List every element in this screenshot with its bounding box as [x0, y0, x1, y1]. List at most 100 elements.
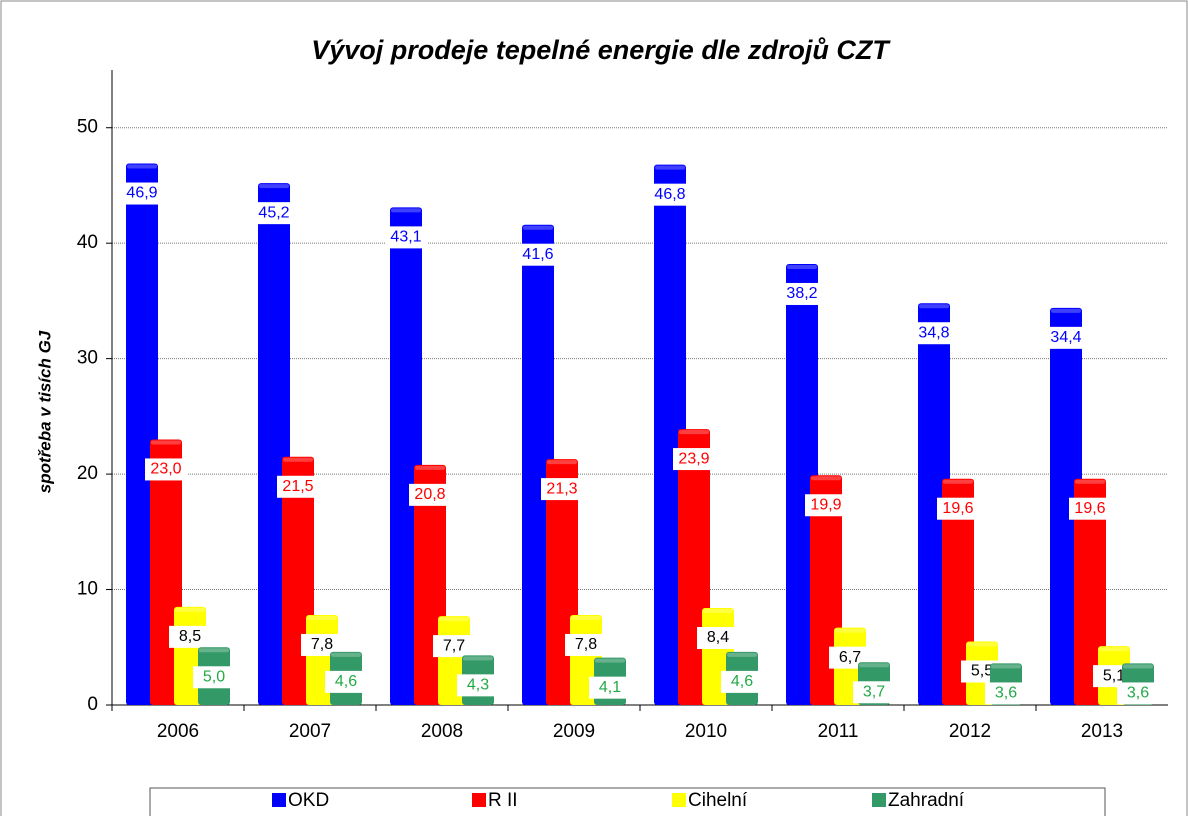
- bar-cap: [595, 658, 625, 663]
- bar-cap: [787, 264, 817, 269]
- x-tick-label: 2010: [685, 721, 727, 742]
- legend-label: OKD: [288, 790, 329, 811]
- value-label-box: [301, 633, 343, 656]
- value-label: 7,8: [311, 636, 333, 653]
- y-axis-label: spotřeba v tisích GJ: [35, 330, 54, 493]
- bar-cap: [331, 652, 361, 657]
- value-label-box: [145, 458, 187, 481]
- value-label-box: [649, 183, 691, 206]
- value-label-box: [121, 182, 163, 205]
- value-label: 41,6: [522, 246, 553, 263]
- bar-cap: [1099, 647, 1129, 652]
- value-label: 21,5: [282, 478, 313, 495]
- value-label-box: [985, 682, 1027, 705]
- value-label: 5,0: [203, 668, 225, 685]
- value-label-box: [1045, 326, 1087, 349]
- chart-title: Vývoj prodeje tepelné energie dle zdrojů…: [311, 35, 891, 65]
- bar: [1074, 478, 1106, 705]
- value-label-box: [721, 670, 763, 693]
- value-label-box: [805, 494, 847, 517]
- value-label-box: [937, 497, 979, 520]
- value-label: 3,6: [995, 685, 1017, 702]
- value-label: 43,1: [390, 229, 421, 246]
- y-tick-label: 40: [77, 232, 98, 253]
- value-label-box: [253, 202, 295, 225]
- value-label-box: [853, 681, 895, 704]
- bar-cap: [679, 430, 709, 435]
- value-label: 4,6: [731, 673, 753, 690]
- legend-swatch: [272, 793, 286, 807]
- value-label-box: [541, 478, 583, 501]
- bar-cap: [811, 476, 841, 481]
- bar-cap: [835, 628, 865, 633]
- value-label: 8,5: [179, 628, 201, 645]
- value-label: 34,4: [1050, 329, 1081, 346]
- legend-swatch: [472, 793, 486, 807]
- value-label: 7,8: [575, 636, 597, 653]
- x-tick-label: 2012: [949, 721, 991, 742]
- bar-cap: [991, 664, 1021, 669]
- value-label-box: [565, 633, 607, 656]
- value-label-box: [385, 226, 427, 249]
- bar-cap: [127, 164, 157, 169]
- value-label: 4,6: [335, 673, 357, 690]
- x-tick-label: 2008: [421, 721, 463, 742]
- value-label: 23,0: [150, 461, 181, 478]
- x-tick-label: 2011: [818, 721, 859, 742]
- legend-swatch: [872, 793, 886, 807]
- value-label: 4,1: [599, 679, 621, 696]
- value-label-box: [169, 625, 211, 648]
- y-tick-label: 30: [77, 348, 98, 369]
- value-label: 5,5: [971, 663, 993, 680]
- y-tick-label: 50: [77, 117, 98, 138]
- value-label: 45,2: [258, 204, 289, 221]
- value-label: 19,9: [810, 496, 841, 513]
- value-label-box: [517, 243, 559, 266]
- bar-cap: [727, 652, 757, 657]
- y-tick-label: 0: [87, 694, 98, 715]
- bar-cap: [1075, 479, 1105, 484]
- value-label-box: [1117, 682, 1159, 705]
- value-label-box: [457, 674, 499, 697]
- legend-swatch: [672, 793, 686, 807]
- value-label-box: [433, 635, 475, 658]
- legend-label: R II: [488, 790, 518, 811]
- x-tick-label: 2009: [553, 721, 595, 742]
- bar-cap: [175, 607, 205, 612]
- value-label-box: [277, 475, 319, 498]
- value-label: 20,8: [414, 486, 445, 503]
- bar-cap: [391, 208, 421, 213]
- bar-cap: [943, 479, 973, 484]
- value-label-box: [589, 676, 631, 699]
- y-tick-label: 20: [77, 463, 98, 484]
- bar-cap: [283, 457, 313, 462]
- bar-cap: [967, 642, 997, 647]
- value-label-box: [781, 282, 823, 305]
- value-label: 7,7: [443, 637, 465, 654]
- bar-cap: [571, 615, 601, 620]
- bar-cap: [259, 184, 289, 189]
- value-label: 4,3: [467, 677, 489, 694]
- value-label: 6,7: [839, 649, 861, 666]
- value-label-box: [409, 483, 451, 506]
- bar-cap: [703, 609, 733, 614]
- bar-cap: [307, 615, 337, 620]
- value-label: 5,1: [1103, 667, 1125, 684]
- value-label: 46,9: [126, 185, 157, 202]
- value-label-box: [1069, 497, 1111, 520]
- bar-cap: [859, 663, 889, 668]
- value-label-box: [697, 627, 739, 650]
- bar-cap: [547, 460, 577, 465]
- value-label: 21,3: [546, 480, 577, 497]
- legend-label: Zahradní: [888, 790, 965, 811]
- value-label: 19,6: [1074, 500, 1105, 517]
- x-tick-label: 2013: [1081, 721, 1123, 742]
- value-label-box: [673, 448, 715, 471]
- x-tick-label: 2006: [157, 721, 199, 742]
- value-label-box: [325, 670, 367, 693]
- bar-cap: [919, 304, 949, 309]
- value-label: 3,7: [863, 684, 885, 701]
- bar-cap: [523, 225, 553, 230]
- value-label-box: [193, 666, 235, 689]
